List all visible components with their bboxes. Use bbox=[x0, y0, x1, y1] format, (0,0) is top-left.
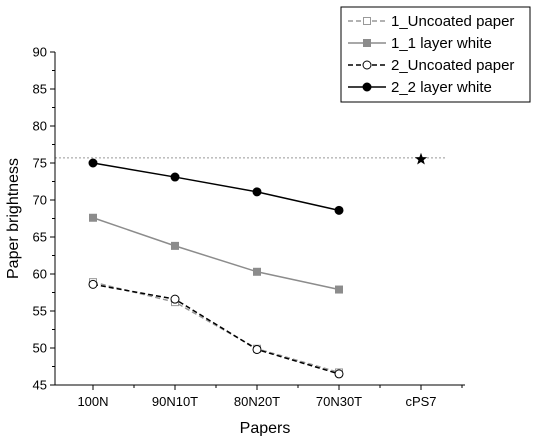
legend-label: 2_2 layer white bbox=[391, 79, 492, 96]
legend-marker bbox=[362, 60, 372, 70]
series-line bbox=[92, 217, 340, 291]
data-point bbox=[252, 187, 262, 197]
series-line bbox=[92, 281, 340, 374]
data-point bbox=[170, 294, 180, 304]
series-line bbox=[92, 162, 340, 212]
data-point bbox=[253, 267, 261, 276]
y-tick-label: 50 bbox=[33, 341, 47, 356]
y-tick-label: 65 bbox=[33, 230, 47, 245]
series-1 bbox=[89, 278, 343, 377]
y-tick-label: 55 bbox=[33, 304, 47, 319]
y-tick-label: 80 bbox=[33, 119, 47, 134]
series-4 bbox=[88, 158, 344, 215]
legend-marker bbox=[363, 39, 371, 47]
data-point bbox=[89, 213, 97, 222]
x-tick-label: 80N20T bbox=[234, 394, 280, 409]
y-tick-label: 75 bbox=[33, 156, 47, 171]
x-tick-label: 90N10T bbox=[152, 394, 198, 409]
series-2 bbox=[89, 213, 343, 294]
legend-label: 1_1 layer white bbox=[391, 35, 492, 52]
y-tick-label: 85 bbox=[33, 82, 47, 97]
legend-marker bbox=[362, 82, 372, 92]
legend-marker bbox=[363, 17, 371, 25]
y-tick-label: 90 bbox=[33, 45, 47, 60]
data-point bbox=[88, 158, 98, 168]
legend-box bbox=[340, 6, 531, 103]
legend-label: 1_Uncoated paper bbox=[391, 13, 514, 30]
y-tick-label: 45 bbox=[33, 378, 47, 393]
x-tick-label: 70N30T bbox=[316, 394, 362, 409]
data-point bbox=[252, 344, 262, 354]
x-axis-title: Papers bbox=[240, 420, 291, 436]
y-tick-label: 60 bbox=[33, 267, 47, 282]
x-tick-label: 100N bbox=[77, 394, 108, 409]
data-point bbox=[335, 285, 343, 294]
series-line bbox=[92, 283, 340, 375]
data-point bbox=[171, 241, 179, 250]
x-tick-label: cPS7 bbox=[405, 394, 436, 409]
legend-label: 2_Uncoated paper bbox=[391, 57, 514, 74]
y-tick-label: 70 bbox=[33, 193, 47, 208]
y-axis-title: Paper brightness bbox=[5, 158, 22, 279]
data-point bbox=[334, 205, 344, 215]
data-point bbox=[334, 369, 344, 379]
data-point bbox=[88, 279, 98, 289]
series-3 bbox=[88, 279, 344, 379]
data-point bbox=[170, 172, 180, 182]
reference-star-point bbox=[414, 152, 428, 165]
